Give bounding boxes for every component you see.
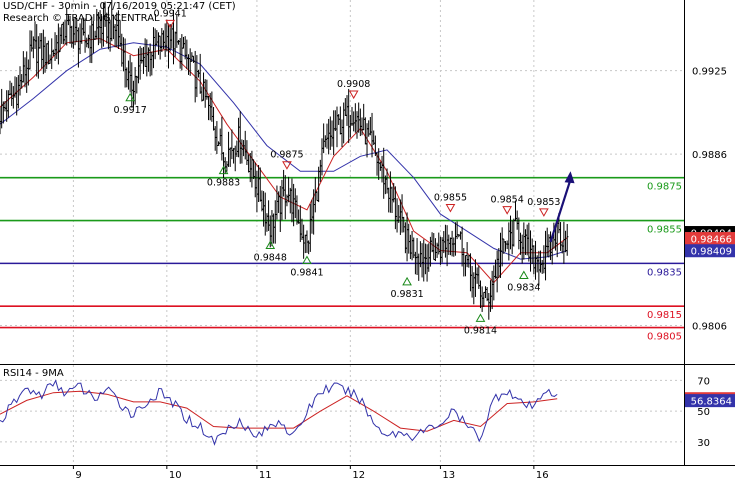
- swing-low-marker: [302, 255, 312, 265]
- swing-high-marker: [539, 208, 549, 217]
- research-credit: Research © TRADING CENTRAL: [3, 13, 160, 24]
- moving-averages: [0, 37, 568, 284]
- swing-high-marker: [348, 90, 359, 100]
- day-label: 10: [169, 470, 182, 480]
- day-label: 9: [75, 470, 81, 480]
- swing-low-marker: [265, 240, 276, 250]
- ma-fast-line: [0, 37, 568, 284]
- swing-low-marker: [475, 313, 486, 322]
- swing-low-label: 0.9848: [254, 253, 287, 264]
- level-label: 0.9815: [647, 310, 682, 321]
- rsi-badge: [685, 394, 735, 408]
- swing-low-label: 0.9841: [290, 268, 323, 279]
- price-badge: [685, 232, 735, 246]
- swing-high-label: 0.9875: [270, 150, 303, 161]
- day-label: 13: [442, 470, 455, 480]
- rsi-tick-label: 70: [697, 376, 710, 387]
- projection-arrow-head: [564, 171, 575, 184]
- day-label: 11: [259, 470, 272, 480]
- day-axis: 9 10 11 12 13 16: [72, 465, 549, 480]
- price-badge: [685, 244, 735, 258]
- ma-slow-line: [0, 42, 568, 260]
- swing-low-marker: [518, 270, 529, 280]
- rsi-line: [0, 379, 558, 446]
- pane-frames: [0, 0, 735, 466]
- swing-low-marker: [402, 276, 412, 286]
- projection-arrow-shaft: [549, 178, 572, 243]
- swing-high-label: 0.9941: [154, 8, 187, 19]
- swing-high-marker: [165, 19, 176, 29]
- swing-high-marker: [282, 161, 292, 170]
- rsi-tick-label: 30: [697, 438, 710, 449]
- swing-low-label: 0.9814: [464, 325, 497, 336]
- chart-title: USD/CHF - 30min - 07/16/2019 05:21:47 (C…: [3, 1, 236, 12]
- swing-low-label: 0.9834: [507, 283, 540, 294]
- swing-high-marker: [502, 206, 513, 215]
- price-badge-label: 0.98409: [691, 247, 732, 258]
- price-tick-label: 0.9925: [692, 67, 727, 78]
- day-label: 16: [536, 470, 549, 480]
- swing-high-label: 0.9853: [527, 197, 560, 208]
- level-label: 0.9875: [647, 182, 682, 193]
- price-tick-label: 0.9886: [692, 150, 727, 161]
- price-tick-label: 0.9806: [692, 321, 727, 332]
- swing-low-label: 0.9883: [207, 178, 240, 189]
- price-badge-label: 0.98466: [691, 235, 732, 246]
- swing-low-label: 0.9917: [114, 105, 147, 116]
- swing-low-label: 0.9831: [390, 289, 423, 300]
- candlestick-series: [0, 0, 569, 320]
- projection-arrow: [549, 171, 575, 243]
- swing-high-label: 0.9908: [337, 79, 370, 90]
- level-label: 0.9805: [647, 332, 682, 343]
- support-resistance-levels: 0.9875 0.9855 0.9835 0.9815 0.9805: [0, 176, 684, 343]
- swing-high-label: 0.9855: [434, 193, 467, 204]
- level-label: 0.9855: [647, 225, 682, 236]
- rsi-panel: 70503058.094656.8364: [0, 376, 735, 449]
- swing-low-marker: [125, 92, 135, 102]
- rsi-ma-line: [0, 390, 558, 432]
- rsi-panel-title: RSI14 - 9MA: [3, 368, 64, 379]
- swing-high-marker: [445, 204, 456, 213]
- day-label: 12: [352, 470, 365, 480]
- rsi-tick-label: 50: [697, 407, 710, 418]
- rsi-badge-label: 56.8364: [691, 397, 732, 408]
- price-axis: 0.9925 0.9886 0.9806: [692, 67, 727, 333]
- swing-high-label: 0.9854: [491, 195, 524, 206]
- swing-low-marker: [218, 165, 229, 175]
- grid-lines: [0, 0, 684, 465]
- level-label: 0.9835: [647, 267, 682, 278]
